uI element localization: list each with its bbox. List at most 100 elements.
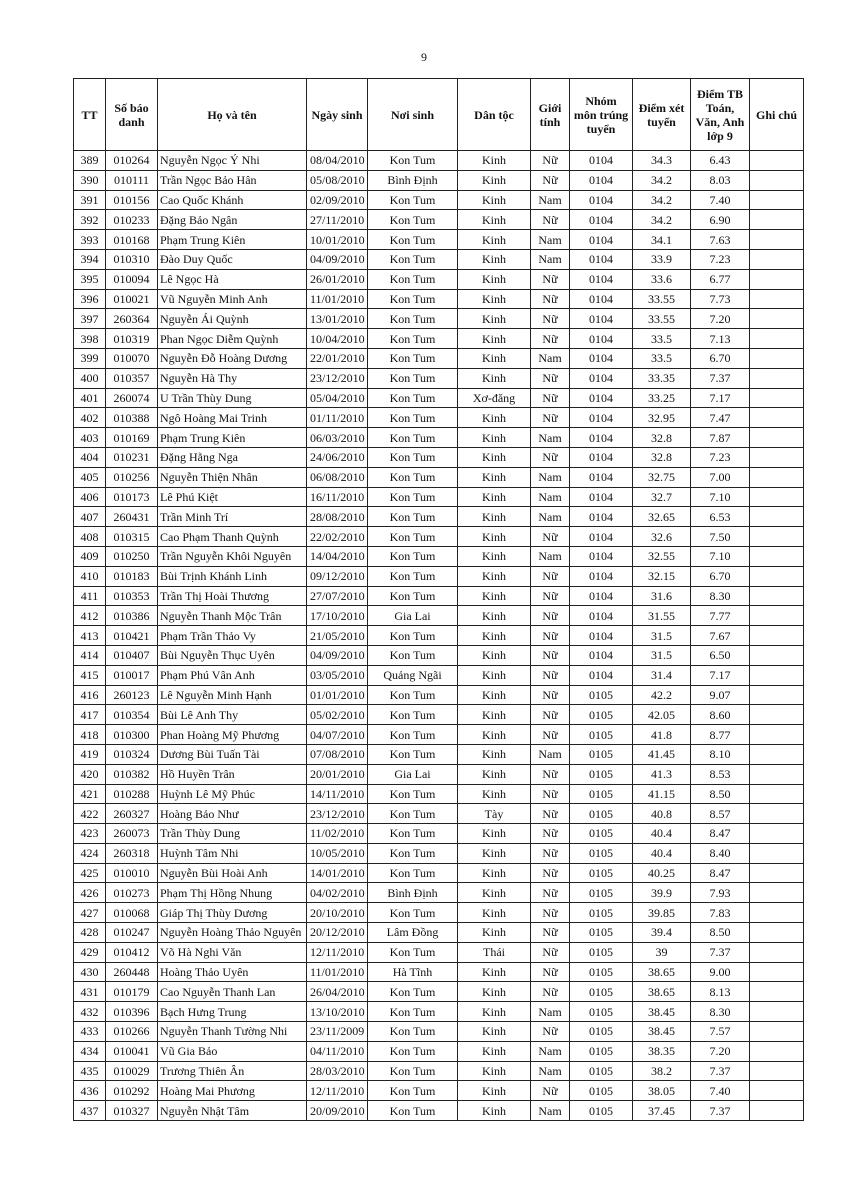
cell-birth-date: 07/08/2010 — [306, 743, 368, 765]
cell-note — [749, 1080, 804, 1102]
cell-candidate-number: 010264 — [105, 150, 158, 171]
cell-grade9-average: 6.50 — [690, 644, 750, 666]
cell-admission-score: 40.4 — [632, 842, 691, 864]
cell-ethnicity: Kinh — [457, 466, 531, 488]
cell-ethnicity: Kinh — [457, 446, 531, 468]
cell-admission-score: 32.75 — [632, 466, 691, 488]
cell-birth-date: 05/02/2010 — [306, 704, 368, 726]
cell-grade9-average: 8.77 — [690, 724, 750, 745]
cell-note — [749, 545, 804, 567]
cell-grade9-average: 6.70 — [690, 347, 750, 369]
cell-full-name: Phạm Trung Kiên — [157, 427, 307, 448]
cell-grade9-average: 7.40 — [690, 1080, 750, 1102]
cell-note — [749, 1060, 804, 1082]
cell-subject-group: 0104 — [569, 407, 633, 429]
cell-birth-date: 11/02/2010 — [306, 823, 368, 844]
cell-candidate-number: 260123 — [105, 684, 158, 706]
cell-grade9-average: 7.67 — [690, 625, 750, 646]
table-row: 418 010300 Phan Hoàng Mỹ Phương 04/07/2010 K… — [73, 724, 804, 745]
cell-subject-group: 0104 — [569, 486, 633, 508]
cell-note — [749, 446, 804, 468]
cell-birthplace: Kon Tum — [367, 842, 458, 864]
cell-gender: Nam — [530, 248, 570, 270]
cell-gender: Nữ — [530, 882, 570, 904]
cell-grade9-average: 7.10 — [690, 486, 750, 508]
cell-full-name: Bùi Lê Anh Thy — [157, 704, 307, 726]
cell-admission-score: 31.6 — [632, 585, 691, 607]
table-header-row: TT Số báo danh Họ và tên Ngày sinh Nơi sinh D… — [73, 78, 804, 151]
cell-tt: 393 — [73, 229, 106, 250]
cell-gender: Nữ — [530, 209, 570, 231]
cell-subject-group: 0105 — [569, 704, 633, 726]
cell-ethnicity: Kinh — [457, 783, 531, 805]
cell-birth-date: 23/12/2010 — [306, 367, 368, 389]
cell-ethnicity: Kinh — [457, 961, 531, 983]
cell-candidate-number: 010357 — [105, 367, 158, 389]
table-row: 437 010327 Nguyễn Nhật Tâm 20/09/2010 Kon Tu… — [73, 1100, 804, 1122]
table-row: 435 010029 Trương Thiên Ân 28/03/2010 Kon Tu… — [73, 1060, 804, 1082]
cell-full-name: Võ Hà Nghi Văn — [157, 941, 307, 963]
table-row: 422 260327 Hoàng Bảo Như 23/12/2010 Kon Tum T… — [73, 803, 804, 825]
cell-birth-date: 06/08/2010 — [306, 466, 368, 488]
cell-candidate-number: 010407 — [105, 644, 158, 666]
cell-gender: Nữ — [530, 922, 570, 943]
cell-tt: 405 — [73, 466, 106, 488]
cell-grade9-average: 8.10 — [690, 743, 750, 765]
cell-birth-date: 05/04/2010 — [306, 387, 368, 409]
cell-gender: Nam — [530, 743, 570, 765]
cell-subject-group: 0105 — [569, 1001, 633, 1023]
cell-grade9-average: 7.17 — [690, 664, 750, 686]
cell-full-name: Trần Ngọc Bảo Hân — [157, 169, 307, 191]
cell-tt: 416 — [73, 684, 106, 706]
cell-admission-score: 41.3 — [632, 763, 691, 785]
cell-grade9-average: 8.53 — [690, 763, 750, 785]
cell-full-name: Phạm Thị Hồng Nhung — [157, 882, 307, 904]
cell-subject-group: 0105 — [569, 842, 633, 864]
cell-grade9-average: 8.03 — [690, 169, 750, 191]
cell-tt: 395 — [73, 268, 106, 290]
cell-grade9-average: 7.37 — [690, 1100, 750, 1122]
cell-birthplace: Kon Tum — [367, 229, 458, 250]
cell-tt: 413 — [73, 625, 106, 646]
cell-full-name: Trương Thiên Ân — [157, 1060, 307, 1082]
cell-birth-date: 11/01/2010 — [306, 961, 368, 983]
cell-gender: Nữ — [530, 328, 570, 349]
cell-candidate-number: 010319 — [105, 328, 158, 349]
cell-birth-date: 09/12/2010 — [306, 565, 368, 587]
cell-grade9-average: 7.63 — [690, 229, 750, 250]
cell-full-name: Phan Ngọc Diễm Quỳnh — [157, 328, 307, 349]
cell-ethnicity: Kinh — [457, 902, 531, 924]
cell-full-name: Trần Thùy Dung — [157, 823, 307, 844]
cell-gender: Nữ — [530, 387, 570, 409]
cell-candidate-number: 010354 — [105, 704, 158, 726]
cell-ethnicity: Kinh — [457, 1001, 531, 1023]
cell-admission-score: 39.9 — [632, 882, 691, 904]
table-row: 436 010292 Hoàng Mai Phương 12/11/2010 Kon T… — [73, 1080, 804, 1102]
cell-note — [749, 308, 804, 330]
cell-admission-score: 32.8 — [632, 446, 691, 468]
cell-gender: Nữ — [530, 308, 570, 330]
cell-note — [749, 783, 804, 805]
cell-birthplace: Kon Tum — [367, 1060, 458, 1082]
cell-grade9-average: 7.40 — [690, 189, 750, 211]
cell-candidate-number: 010353 — [105, 585, 158, 607]
cell-candidate-number: 010386 — [105, 605, 158, 627]
cell-admission-score: 37.45 — [632, 1100, 691, 1122]
cell-grade9-average: 8.40 — [690, 842, 750, 864]
cell-birth-date: 22/02/2010 — [306, 526, 368, 547]
cell-birth-date: 10/01/2010 — [306, 229, 368, 250]
cell-candidate-number: 010156 — [105, 189, 158, 211]
cell-gender: Nữ — [530, 724, 570, 745]
cell-note — [749, 981, 804, 1003]
cell-grade9-average: 8.57 — [690, 803, 750, 825]
cell-note — [749, 367, 804, 389]
cell-note — [749, 922, 804, 943]
cell-ethnicity: Kinh — [457, 347, 531, 369]
cell-candidate-number: 010292 — [105, 1080, 158, 1102]
cell-admission-score: 40.4 — [632, 823, 691, 844]
cell-gender: Nữ — [530, 605, 570, 627]
cell-ethnicity: Kinh — [457, 526, 531, 547]
cell-tt: 404 — [73, 446, 106, 468]
cell-note — [749, 229, 804, 250]
cell-birthplace: Kon Tum — [367, 1080, 458, 1102]
